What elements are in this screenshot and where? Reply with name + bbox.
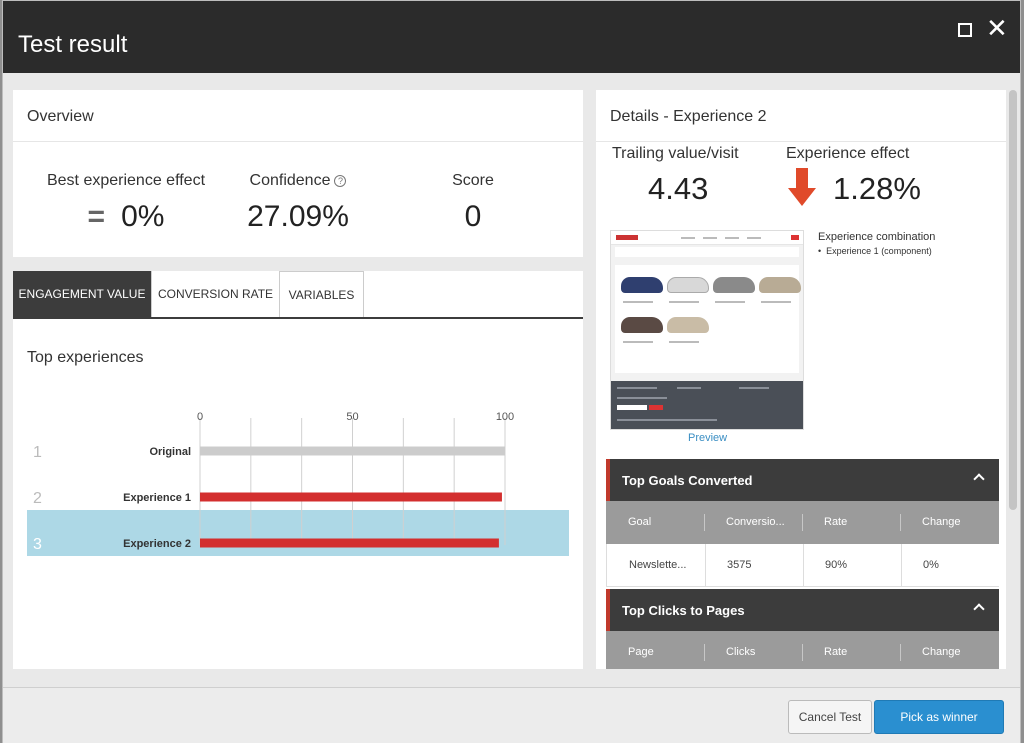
- best-effect-stat: Best experience effect = 0%: [31, 172, 221, 234]
- car-thumb: [667, 277, 709, 293]
- rank-label: 3: [33, 536, 42, 553]
- help-icon[interactable]: ?: [334, 174, 347, 187]
- overview-panel: Overview Best experience effect = 0% Conf…: [13, 90, 583, 669]
- details-header: Details - Experience 2: [596, 90, 1006, 142]
- maximize-icon[interactable]: [958, 23, 972, 37]
- trailing-value-label: Trailing value/visit: [612, 145, 739, 162]
- close-icon[interactable]: ✕: [986, 14, 1008, 44]
- overview-header: Overview: [13, 90, 583, 142]
- goal-conversions-cell: 3575: [727, 559, 752, 571]
- experience-preview-image[interactable]: [610, 230, 804, 430]
- clicks-col-rate[interactable]: Rate: [824, 646, 848, 658]
- score-stat: Score 0: [433, 172, 513, 234]
- experience-name-label: Original: [149, 446, 191, 458]
- goals-col-change[interactable]: Change: [922, 516, 961, 528]
- best-effect-label: Best experience effect: [46, 172, 206, 189]
- chevron-up-icon[interactable]: [973, 473, 985, 485]
- preview-link[interactable]: Preview: [688, 432, 728, 444]
- result-tabs: ENGAGEMENT VALUE CONVERSION RATE VARIABL…: [13, 271, 583, 319]
- details-scrollbar[interactable]: [1009, 90, 1017, 510]
- goal-rate-cell: 90%: [825, 559, 848, 571]
- car-thumb: [713, 277, 755, 293]
- top-experiences-chart: 0 50 100 1 Original 2 Experience 1 3 Experience …: [27, 412, 571, 572]
- overview-stats: Best experience effect = 0% Confidence? 2…: [13, 142, 583, 257]
- goals-table-header: Goal Conversio... Rate Change: [606, 501, 999, 544]
- goal-name-cell: Newslette...: [629, 559, 687, 571]
- chevron-up-icon[interactable]: [973, 603, 985, 615]
- clicks-col-page[interactable]: Page: [628, 646, 654, 658]
- experience-name-label: Experience 2: [123, 538, 191, 550]
- best-effect-value: 0%: [121, 200, 165, 233]
- confidence-label: Confidence: [249, 172, 331, 189]
- goals-col-rate[interactable]: Rate: [824, 516, 848, 528]
- cancel-test-button[interactable]: Cancel Test: [788, 700, 872, 734]
- confidence-value: 27.09%: [247, 200, 349, 233]
- top-goals-header[interactable]: Top Goals Converted: [606, 459, 999, 501]
- tick-label: 50: [346, 412, 358, 423]
- experience-effect-value: 1.28%: [833, 171, 921, 206]
- top-clicks-header[interactable]: Top Clicks to Pages: [606, 589, 999, 631]
- tick-label: 0: [197, 412, 203, 423]
- top-experiences-title: Top experiences: [27, 349, 144, 366]
- score-value: 0: [464, 200, 482, 233]
- selected-row-highlight: [27, 510, 569, 556]
- chart-svg: 0 50 100 1 Original 2 Experience 1 3 Experience …: [27, 412, 569, 556]
- rank-label: 2: [33, 490, 42, 507]
- top-clicks-title: Top Clicks to Pages: [622, 603, 745, 618]
- clicks-col-clicks[interactable]: Clicks: [726, 646, 756, 658]
- clicks-col-change[interactable]: Change: [922, 646, 961, 658]
- confidence-stat: Confidence? 27.09%: [233, 172, 363, 234]
- car-thumb: [667, 317, 709, 333]
- car-thumb: [621, 317, 663, 333]
- combination-item: • Experience 1 (component): [818, 246, 932, 256]
- experience-bar: [200, 538, 499, 548]
- experience-effect-label: Experience effect: [786, 145, 910, 162]
- goals-col-conversions[interactable]: Conversio...: [726, 516, 785, 528]
- experience-bar: [200, 446, 505, 456]
- dialog-title: Test result: [18, 31, 128, 58]
- car-thumb: [759, 277, 801, 293]
- arrow-down-icon: [787, 168, 817, 213]
- score-label: Score: [452, 172, 494, 189]
- tab-engagement-value[interactable]: ENGAGEMENT VALUE: [13, 271, 152, 317]
- experience-bar: [200, 492, 502, 502]
- tab-variables[interactable]: VARIABLES: [280, 271, 364, 317]
- combination-title: Experience combination: [818, 231, 936, 243]
- top-goals-title: Top Goals Converted: [622, 473, 753, 488]
- rank-label: 1: [33, 444, 42, 461]
- equals-icon: =: [87, 200, 106, 233]
- goal-change-cell: 0%: [923, 559, 939, 571]
- dialog-titlebar: Test result ✕: [3, 1, 1020, 73]
- car-thumb: [621, 277, 663, 293]
- details-panel: Details - Experience 2 Trailing value/vi…: [596, 90, 1006, 669]
- pick-as-winner-button[interactable]: Pick as winner: [874, 700, 1004, 734]
- trailing-value: 4.43: [648, 171, 709, 206]
- tick-label: 100: [496, 412, 514, 423]
- dialog-footer: Cancel Test Pick as winner: [3, 687, 1020, 743]
- clicks-table-header: Page Clicks Rate Change: [606, 631, 999, 669]
- experience-name-label: Experience 1: [123, 492, 191, 504]
- panel-divider: [13, 257, 583, 271]
- goals-col-goal[interactable]: Goal: [628, 516, 652, 528]
- table-row[interactable]: Newslette... 3575 90% 0%: [606, 544, 999, 587]
- tab-conversion-rate[interactable]: CONVERSION RATE: [152, 271, 280, 317]
